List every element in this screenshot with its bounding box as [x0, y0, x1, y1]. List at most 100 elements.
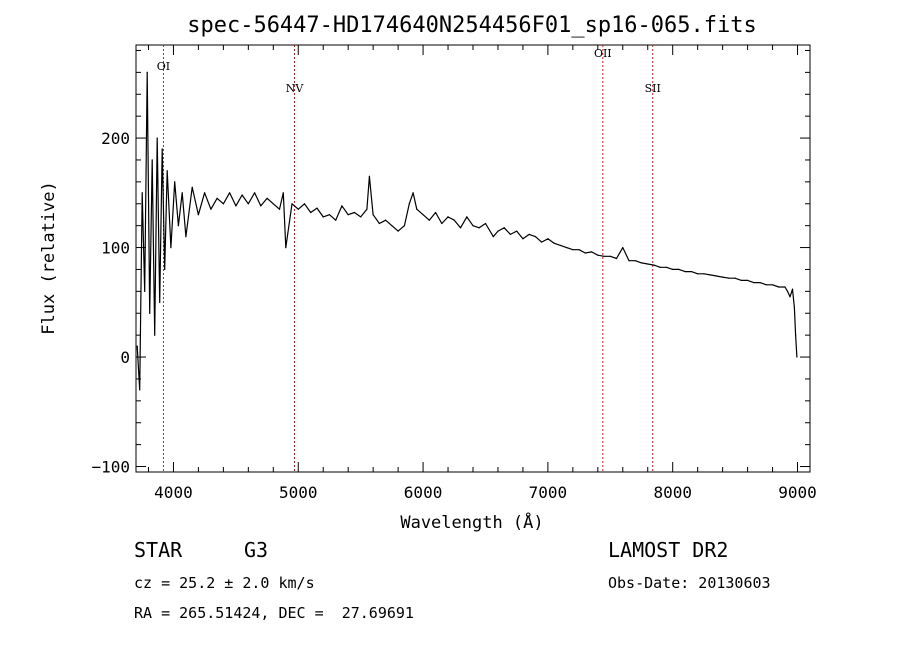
spectrum-point	[784, 286, 786, 288]
spectrum-point	[597, 254, 599, 256]
spectrum-point	[278, 208, 281, 210]
spectrum-point	[728, 277, 730, 279]
spectrum-point	[316, 207, 318, 209]
spectrum-point	[372, 214, 374, 216]
spectrum-point	[516, 230, 518, 232]
spectrum-point	[478, 227, 480, 229]
spectrum-point	[765, 284, 767, 286]
y-tick-label: 200	[101, 129, 130, 148]
spectrum-point	[665, 266, 668, 268]
spectrum-point	[297, 208, 299, 210]
spectrum-point	[653, 264, 655, 266]
spectrum-point	[151, 159, 153, 161]
spectrum-point	[139, 389, 141, 391]
spectrum-point	[197, 214, 199, 216]
spectrum-point	[441, 222, 443, 225]
line-marker-label-sii: SII	[645, 82, 661, 95]
y-axis-label: Flux (relative)	[39, 181, 59, 335]
x-axis-label: Wavelength (Å)	[400, 511, 543, 533]
spectrum-point	[164, 268, 166, 270]
spectrum-point	[466, 216, 468, 218]
y-tick-label: 0	[120, 348, 130, 367]
spectrum-point	[156, 137, 158, 139]
spectrum-point	[397, 230, 399, 232]
spectrum-point	[734, 277, 736, 279]
spectrum-point	[789, 296, 791, 298]
spectrum-point	[647, 263, 649, 265]
spectrum-point	[795, 334, 797, 336]
spectrum-point	[492, 236, 494, 238]
spectrum-point	[435, 211, 437, 214]
spectrum-point	[174, 181, 176, 183]
spectrum-point	[509, 233, 511, 235]
spectrum-point	[484, 222, 487, 225]
spectrum-point	[310, 211, 312, 214]
spectrum-point	[368, 175, 370, 177]
spectrum-point	[335, 219, 337, 221]
spectrum-point	[260, 205, 262, 207]
spectrum-point	[609, 255, 611, 257]
spectrum-point	[772, 284, 774, 286]
spectrum-point	[559, 244, 562, 246]
spectrum-point	[528, 233, 530, 235]
x-tick-label: 6000	[404, 483, 443, 502]
spectrum-point	[247, 203, 249, 205]
spectrum-point	[703, 273, 705, 275]
spectrum-point	[497, 230, 499, 232]
chart-title: spec-56447-HD174640N254456F01_sp16-065.f…	[187, 13, 757, 38]
spectrum-point	[166, 170, 168, 172]
spectrum-point	[793, 307, 796, 309]
y-tick-label: −100	[91, 458, 130, 477]
spectrum-point	[541, 241, 543, 243]
spectrum-point	[328, 214, 331, 216]
spectrum-point	[378, 222, 380, 225]
spectrum-point	[796, 356, 798, 358]
spectrum-point	[453, 219, 455, 221]
spectrum-point	[672, 268, 674, 270]
y-tick-label: 100	[101, 239, 130, 258]
spectrum-point	[634, 260, 636, 262]
spectrum-point	[291, 203, 293, 205]
spectrum-point	[547, 238, 549, 240]
x-tick-label: 9000	[778, 483, 817, 502]
spectrum-point	[204, 192, 206, 194]
redshift-velocity: cz = 25.2 ± 2.0 km/s	[134, 574, 315, 592]
spectrum-point	[628, 260, 630, 262]
spectrum-point	[216, 197, 218, 199]
spectrum-point	[572, 249, 574, 251]
spectrum-point	[428, 219, 430, 221]
object-class: STAR	[134, 538, 183, 562]
spectrum-point	[322, 216, 324, 218]
spectrum-point	[690, 271, 693, 273]
spectrum-point	[146, 71, 148, 73]
spectrum-point	[472, 225, 474, 227]
spectrum-point	[360, 216, 362, 218]
spectrum-point	[159, 301, 161, 303]
spectrum-point	[210, 208, 212, 210]
spectrum-point	[422, 214, 424, 216]
plot-frame	[135, 44, 811, 473]
spectrum-point	[241, 194, 243, 196]
spectrum-point	[303, 203, 306, 205]
spectrum-point	[759, 282, 761, 284]
observation-date: Obs-Date: 20130603	[608, 574, 771, 592]
spectrum-point	[697, 273, 699, 275]
spectrum-point	[778, 286, 780, 288]
spectrum-point	[266, 197, 268, 199]
spectrum-point	[191, 186, 193, 188]
spectrum-point	[412, 192, 414, 194]
spectrum-point	[144, 290, 146, 292]
spectrum-point	[170, 247, 172, 249]
spectrum-point	[149, 312, 151, 314]
spectrum-point	[235, 205, 237, 207]
spectrum-point	[185, 236, 187, 238]
spectrum-point	[272, 203, 274, 205]
spectrum-point	[747, 279, 749, 281]
spectrum-point	[553, 242, 555, 244]
spectrum-point	[584, 252, 586, 254]
spectrum-point	[181, 192, 183, 194]
spectrum-point	[709, 274, 711, 276]
spectrum-point	[282, 192, 284, 194]
spectrum-point	[615, 257, 618, 260]
